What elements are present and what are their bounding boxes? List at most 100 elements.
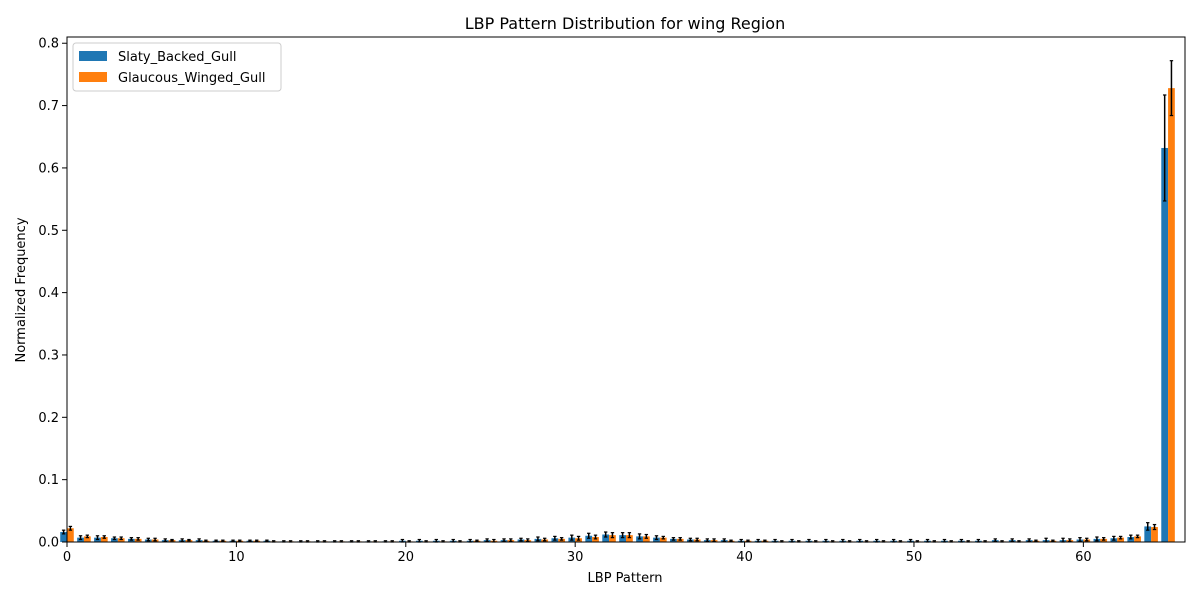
error-bar-Slaty_Backed_Gull-55 [993, 538, 997, 542]
error-bar-Slaty_Backed_Gull-9 [214, 539, 218, 542]
error-bar-Slaty_Backed_Gull-4 [129, 537, 134, 541]
error-bar-Glaucous_Winged_Gull-26 [509, 538, 513, 542]
bar-Slaty_Backed_Gull-0 [60, 532, 67, 542]
error-bar-Slaty_Backed_Gull-38 [705, 538, 710, 542]
error-bar-Glaucous_Winged_Gull-24 [475, 539, 479, 542]
error-bar-Slaty_Backed_Gull-25 [485, 538, 489, 542]
error-bar-Slaty_Backed_Gull-32 [603, 531, 608, 538]
x-tick-label: 50 [906, 550, 923, 565]
error-bar-Slaty_Backed_Gull-64 [1146, 522, 1150, 531]
error-bar-Slaty_Backed_Gull-3 [112, 536, 117, 541]
bar-Glaucous_Winged_Gull-31 [592, 537, 599, 542]
error-bar-Glaucous_Winged_Gull-28 [542, 537, 547, 542]
y-tick-label: 0.8 [38, 37, 59, 52]
legend-swatch [79, 51, 107, 61]
x-tick-label: 30 [567, 550, 584, 565]
x-tick-label: 20 [398, 550, 415, 565]
bar-Slaty_Backed_Gull-32 [602, 534, 610, 542]
error-bar-Glaucous_Winged_Gull-34 [644, 533, 649, 539]
error-bar-Slaty_Backed_Gull-36 [671, 537, 676, 541]
y-tick-label: 0.6 [38, 161, 59, 176]
error-bar-Glaucous_Winged_Gull-39 [729, 539, 733, 542]
error-bar-Slaty_Backed_Gull-65 [1162, 94, 1167, 202]
error-bar-Slaty_Backed_Gull-34 [637, 533, 642, 540]
x-tick-label: 0 [63, 550, 71, 565]
error-bar-Glaucous_Winged_Gull-35 [661, 535, 665, 540]
error-bar-Glaucous_Winged_Gull-9 [221, 539, 225, 542]
y-tick-label: 0.3 [38, 348, 59, 363]
error-bar-Slaty_Backed_Gull-33 [620, 532, 625, 539]
bar-Slaty_Backed_Gull-64 [1144, 526, 1152, 542]
bar-Glaucous_Winged_Gull-63 [1134, 536, 1141, 542]
error-bar-Glaucous_Winged_Gull-4 [136, 537, 140, 541]
error-bar-Slaty_Backed_Gull-26 [502, 538, 506, 542]
error-bar-Slaty_Backed_Gull-60 [1078, 537, 1082, 542]
error-bar-Slaty_Backed_Gull-29 [553, 535, 557, 541]
x-tick-label: 60 [1075, 550, 1092, 565]
bar-Glaucous_Winged_Gull-2 [100, 537, 108, 542]
error-bar-Slaty_Backed_Gull-57 [1027, 538, 1031, 542]
x-tick-label: 10 [228, 550, 245, 565]
error-bar-Slaty_Backed_Gull-31 [587, 532, 591, 539]
error-bar-Glaucous_Winged_Gull-27 [526, 538, 530, 542]
error-bar-Slaty_Backed_Gull-11 [248, 539, 252, 542]
error-bar-Glaucous_Winged_Gull-0 [68, 525, 73, 531]
error-bar-Glaucous_Winged_Gull-8 [204, 539, 208, 542]
legend-label: Glaucous_Winged_Gull [118, 71, 265, 86]
x-axis: 0 10 20 30 40 50 60 [63, 542, 1092, 565]
y-axis-label: Normalized Frequency [14, 217, 29, 362]
bar-Slaty_Backed_Gull-63 [1127, 537, 1135, 542]
error-bar-Glaucous_Winged_Gull-30 [576, 535, 581, 541]
error-bar-Glaucous_Winged_Gull-58 [1051, 539, 1055, 542]
error-bar-Slaty_Backed_Gull-63 [1129, 534, 1133, 540]
plot-frame [66, 36, 1186, 543]
y-tick-label: 0.5 [38, 224, 59, 239]
error-bar-Slaty_Backed_Gull-5 [146, 537, 151, 542]
bar-Glaucous_Winged_Gull-0 [67, 528, 74, 542]
error-bar-Glaucous_Winged_Gull-33 [627, 532, 632, 539]
y-tick-label: 0.0 [38, 536, 59, 551]
bar-Slaty_Backed_Gull-65 [1161, 147, 1169, 542]
error-bar-Slaty_Backed_Gull-35 [654, 535, 659, 541]
y-tick-label: 0.7 [38, 99, 59, 114]
error-bar-Glaucous_Winged_Gull-41 [763, 539, 767, 542]
error-bar-Slaty_Backed_Gull-1 [78, 535, 83, 541]
bar-Glaucous_Winged_Gull-1 [83, 536, 91, 542]
y-axis: 0.0 0.1 0.2 0.3 0.4 0.5 0.6 0.7 0.8 [38, 37, 67, 551]
y-tick-label: 0.1 [38, 473, 59, 488]
x-tick-label: 40 [736, 550, 753, 565]
x-axis-label: LBP Pattern [588, 571, 663, 586]
legend-swatch [79, 72, 107, 82]
error-bar-Glaucous_Winged_Gull-36 [678, 537, 682, 541]
bar-Glaucous_Winged_Gull-64 [1151, 527, 1158, 542]
error-bar-Glaucous_Winged_Gull-57 [1034, 539, 1038, 542]
error-bar-Glaucous_Winged_Gull-40 [746, 539, 750, 542]
error-bar-Glaucous_Winged_Gull-61 [1101, 537, 1106, 541]
error-bar-Glaucous_Winged_Gull-37 [695, 537, 699, 542]
error-bar-Glaucous_Winged_Gull-31 [593, 534, 598, 540]
bar-Slaty_Backed_Gull-33 [619, 535, 626, 542]
bar-Glaucous_Winged_Gull-33 [626, 535, 633, 542]
error-bar-Glaucous_Winged_Gull-64 [1152, 523, 1157, 531]
error-bar-Slaty_Backed_Gull-61 [1095, 536, 1099, 542]
error-bar-Slaty_Backed_Gull-39 [722, 538, 726, 542]
error-bar-Glaucous_Winged_Gull-5 [153, 537, 157, 542]
error-bar-Glaucous_Winged_Gull-3 [119, 536, 123, 541]
error-bar-Slaty_Backed_Gull-27 [519, 537, 523, 542]
error-bar-Glaucous_Winged_Gull-6 [170, 538, 174, 542]
error-bar-Slaty_Backed_Gull-2 [95, 535, 100, 541]
legend-label: Slaty_Backed_Gull [118, 50, 237, 65]
error-bar-Glaucous_Winged_Gull-32 [610, 532, 615, 539]
error-bar-Slaty_Backed_Gull-12 [265, 539, 269, 542]
bar-Slaty_Backed_Gull-31 [585, 535, 593, 542]
error-bar-Slaty_Backed_Gull-6 [163, 538, 167, 542]
bar-Glaucous_Winged_Gull-32 [609, 535, 616, 542]
error-bar-Glaucous_Winged_Gull-29 [559, 537, 564, 541]
error-bar-Glaucous_Winged_Gull-60 [1085, 537, 1089, 542]
error-bar-Slaty_Backed_Gull-0 [61, 529, 66, 535]
error-bar-Slaty_Backed_Gull-30 [570, 534, 574, 541]
chart-title: LBP Pattern Distribution for wing Region [465, 14, 785, 33]
error-bar-Glaucous_Winged_Gull-1 [85, 534, 90, 539]
error-bar-Slaty_Backed_Gull-8 [197, 538, 201, 542]
